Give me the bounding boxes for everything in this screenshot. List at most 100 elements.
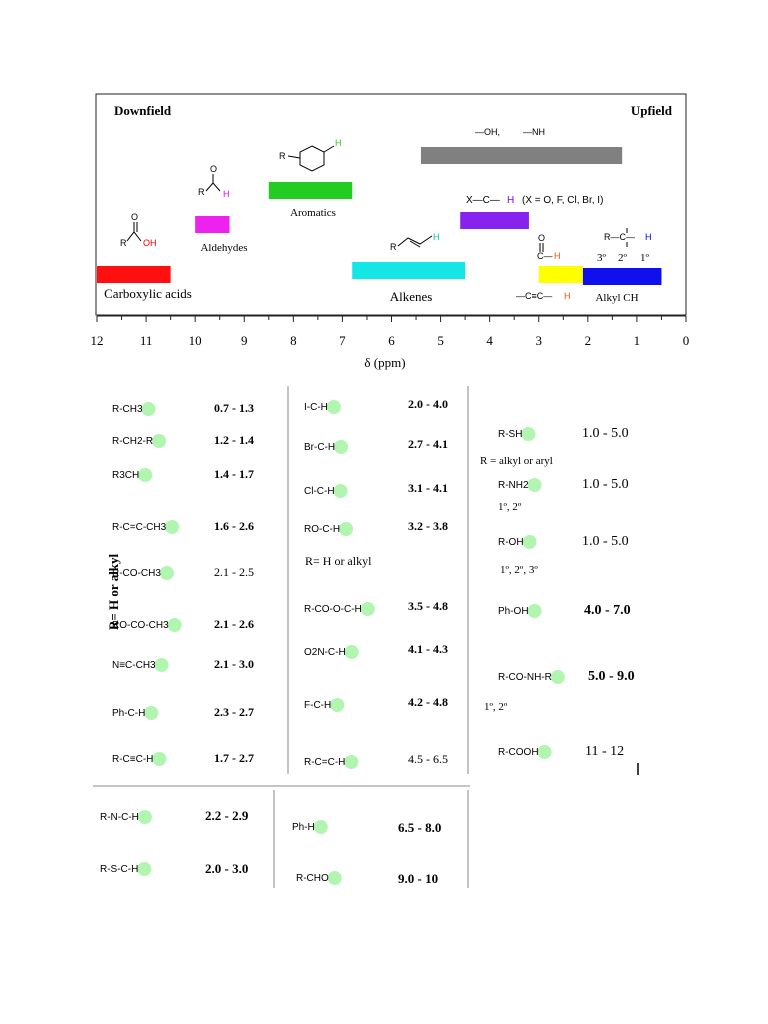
bottom-row-3-group: R-CHO <box>296 873 329 884</box>
col3-note-nh2: 1º, 2º <box>498 501 522 513</box>
bottom-row-0-group: R-N-C-H <box>100 812 139 823</box>
col2-row-6-group: F-C-H <box>304 700 331 711</box>
shift-bar-7 <box>582 268 662 285</box>
col1-row-2-highlight <box>138 468 153 482</box>
svg-text:O: O <box>131 212 138 222</box>
col2-row-4-range: 3.5 - 4.8 <box>408 599 448 613</box>
svg-text:—C≡C—: —C≡C— <box>516 291 552 301</box>
col1-row-6-range: 2.1 - 3.0 <box>214 657 254 671</box>
col2-row-5-range: 4.1 - 4.3 <box>408 642 448 656</box>
col2-row-3-highlight <box>339 522 354 536</box>
col3-row-0-highlight <box>521 427 536 441</box>
aldehyde-structure: O R H <box>198 164 230 199</box>
svg-text:X—C—: X—C— <box>466 195 500 206</box>
col1-row-0-group: R-CH3 <box>112 404 143 415</box>
col2-row-1-range: 2.7 - 4.1 <box>408 437 448 451</box>
svg-text:—OH,: —OH, <box>475 127 500 137</box>
svg-text:1º: 1º <box>640 252 650 264</box>
col1-row-6-highlight <box>154 658 169 672</box>
col2-row-4-group: R-CO-O-C-H <box>304 604 362 615</box>
svg-text:C—: C— <box>537 251 553 261</box>
col2-row-1-group: Br-C-H <box>304 442 335 453</box>
col3-row-1-group: R-NH2 <box>498 480 529 491</box>
x-tick-label-3: 3 <box>536 333 543 348</box>
svg-text:O: O <box>210 164 217 174</box>
svg-text:R: R <box>198 187 205 197</box>
col3-row-3-range: 4.0 - 7.0 <box>584 603 631 618</box>
col1-row-1-range: 1.2 - 1.4 <box>214 433 254 447</box>
bottom-row-2-group: Ph-H <box>292 822 315 833</box>
shift-bar-4 <box>460 212 529 229</box>
svg-text:R—C—: R—C— <box>604 232 635 242</box>
bottom-row-3-highlight <box>327 871 342 885</box>
svg-text:O: O <box>538 233 545 243</box>
col3-note-sh: R = alkyl or aryl <box>480 455 553 467</box>
col2-row-2-group: Cl-C-H <box>304 486 335 497</box>
svg-text:(X = O, F, Cl, Br, I): (X = O, F, Cl, Br, I) <box>522 195 603 206</box>
benzene-structure: RH <box>279 138 342 172</box>
col3-row-2-highlight <box>522 535 537 549</box>
x-tick-label-10: 10 <box>189 333 202 348</box>
col1-row-4-highlight <box>159 566 174 580</box>
col2-row-2-highlight <box>333 484 348 498</box>
svg-text:H: H <box>507 195 514 206</box>
shift-bar-5 <box>420 147 623 164</box>
xch-structure: X—C— H (X = O, F, Cl, Br, I) <box>466 195 603 206</box>
svg-text:H: H <box>645 232 652 242</box>
col3-row-0-range: 1.0 - 5.0 <box>582 426 629 441</box>
col2-row-4-highlight <box>360 602 375 616</box>
bottom-row-2-range: 6.5 - 8.0 <box>398 820 441 835</box>
col2-note: R= H or alkyl <box>305 554 372 568</box>
x-tick-label-0: 0 <box>683 333 690 348</box>
shift-bar-3 <box>352 262 466 279</box>
x-axis: 12 11 10 9 8 7 6 5 4 3 2 1 0 <box>91 315 690 348</box>
x-tick-label-12: 12 <box>91 333 104 348</box>
alkyl-ch-structure: R—C— H <box>604 228 652 247</box>
shift-table: R-CH3 0.7 - 1.3 R-CH2-R 1.2 - 1.4 R3CH 1.4 - … <box>100 397 635 886</box>
col1-row-4-range: 2.1 - 2.5 <box>214 565 254 579</box>
col3-row-5-highlight <box>537 745 552 759</box>
col1-row-8-group: R-C≡C-H <box>112 754 153 765</box>
col1-row-3-highlight <box>165 520 180 534</box>
downfield-label: Downfield <box>114 103 172 118</box>
col1-row-4-group: R-CO-CH3 <box>112 568 161 579</box>
col2-row-0-range: 2.0 - 4.0 <box>408 397 448 411</box>
col3-row-3-group: Ph-OH <box>498 606 529 617</box>
oh-nh-structure: —OH, —NH <box>475 127 545 137</box>
x-axis-label: δ (ppm) <box>364 355 405 370</box>
svg-text:H: H <box>335 138 342 148</box>
x-tick-label-9: 9 <box>241 333 248 348</box>
vertical-label: R= H or alkyl <box>106 553 121 630</box>
label-alkenes: Alkenes <box>390 289 433 304</box>
aldehyde-ch-structure: O C— H <box>537 233 561 261</box>
col1-row-5-highlight <box>167 618 182 632</box>
bottom-row-0-range: 2.2 - 2.9 <box>205 808 249 823</box>
svg-text:R: R <box>120 238 127 248</box>
col2-row-6-highlight <box>330 698 345 712</box>
bottom-row-1-highlight <box>137 862 152 876</box>
label-alkyl-ch: Alkyl CH <box>595 292 638 304</box>
col3-note-amide: 1º, 2º <box>484 701 508 713</box>
col1-row-0-highlight <box>141 402 156 416</box>
x-tick-label-2: 2 <box>585 333 592 348</box>
x-tick-label-8: 8 <box>290 333 297 348</box>
col3-row-3-highlight <box>527 604 542 618</box>
col1-row-7-range: 2.3 - 2.7 <box>214 705 254 719</box>
x-tick-label-11: 11 <box>140 333 153 348</box>
svg-text:R: R <box>279 151 286 161</box>
col2-row-5-highlight <box>344 645 359 659</box>
col3-row-0-group: R-SH <box>498 429 522 440</box>
col1-row-3-group: R-C=C-CH3 <box>112 522 167 533</box>
svg-text:3º: 3º <box>597 252 607 264</box>
col2-row-3-group: RO-C-H <box>304 524 340 535</box>
col2-row-0-highlight <box>326 400 341 414</box>
shift-bar-6 <box>538 266 583 283</box>
col3-row-5-range: 11 - 12 <box>585 744 624 759</box>
svg-text:H: H <box>554 251 561 261</box>
col1-row-2-range: 1.4 - 1.7 <box>214 467 254 481</box>
col3-row-1-range: 1.0 - 5.0 <box>582 477 629 492</box>
x-tick-label-5: 5 <box>437 333 444 348</box>
bar-group <box>97 147 662 285</box>
col2-row-2-range: 3.1 - 4.1 <box>408 481 448 495</box>
col3-row-4-highlight <box>550 670 565 684</box>
